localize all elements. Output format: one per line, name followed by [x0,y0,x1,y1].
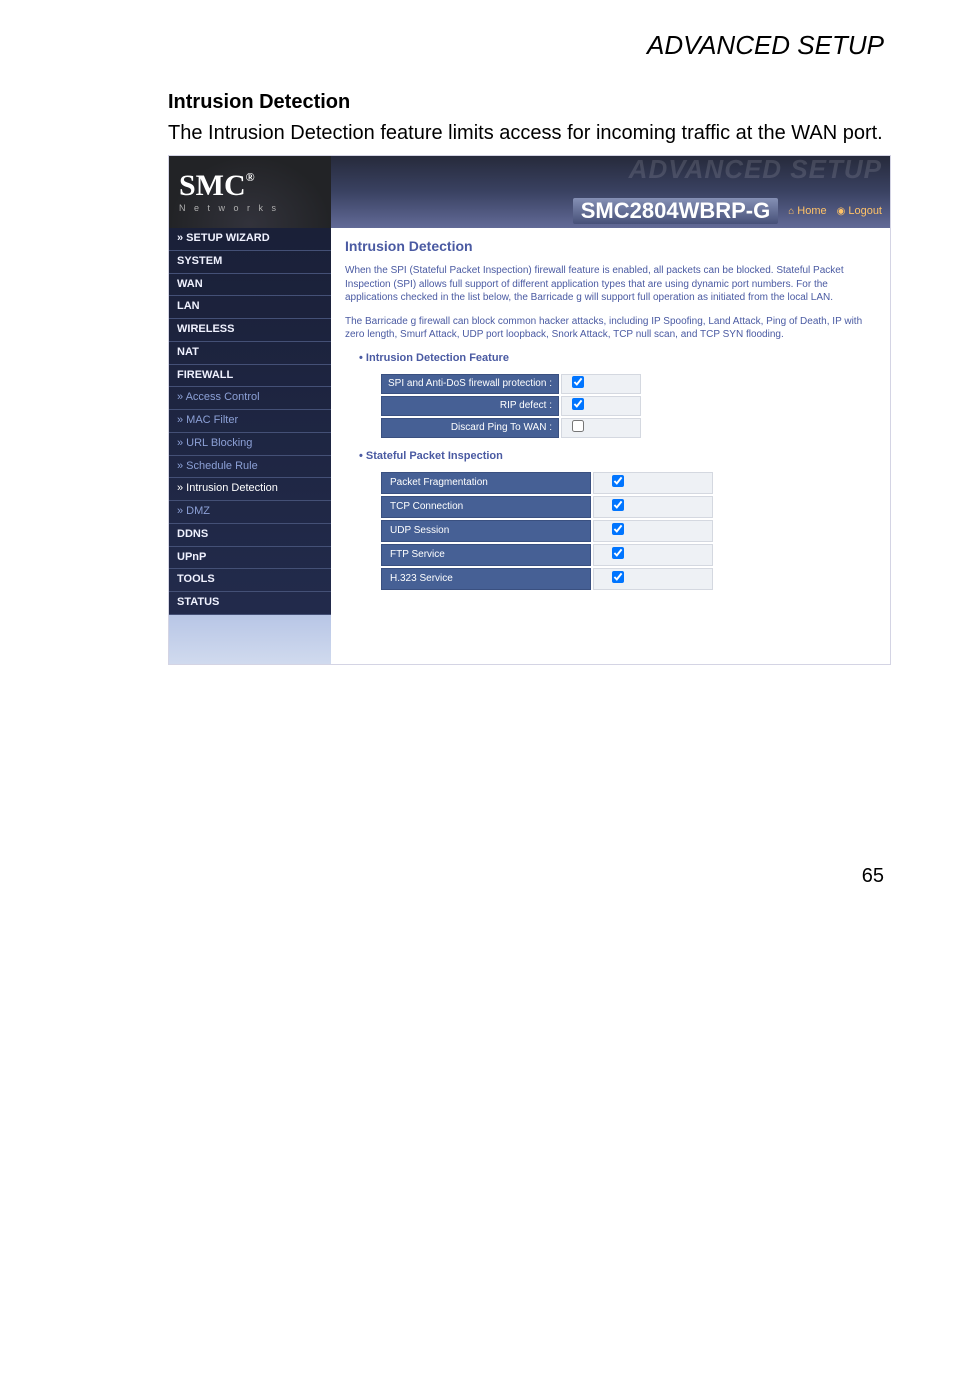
sidebar-item-firewall[interactable]: FIREWALL [169,365,331,388]
bullet-spi: Stateful Packet Inspection [359,450,876,462]
content-pane[interactable]: Intrusion Detection When the SPI (Statef… [331,228,890,664]
logo-cell: SMC® N e t w o r k s [169,156,331,228]
sidebar-item-upnp[interactable]: UPnP [169,547,331,570]
content-paragraph-2: The Barricade g firewall can block commo… [345,315,876,342]
sidebar-item-status[interactable]: STATUS [169,592,331,615]
section-title: Intrusion Detection [0,71,954,120]
content-title: Intrusion Detection [345,238,876,254]
table-row: Discard Ping To WAN : [381,418,641,438]
brand-subtext: N e t w o r k s [179,203,331,213]
sidebar-item-mac-filter[interactable]: » MAC Filter [169,410,331,433]
table-row: TCP Connection [381,496,713,518]
banner-ghost-text: ADVANCED SETUP [629,156,882,185]
banner: ADVANCED SETUP SMC2804WBRP-G ⌂Home ◉Logo… [331,156,890,228]
section-description: The Intrusion Detection feature limits a… [0,120,954,155]
sidebar-item-tools[interactable]: TOOLS [169,569,331,592]
sidebar-item-url-blocking[interactable]: » URL Blocking [169,433,331,456]
model-label: SMC2804WBRP-G [573,198,778,224]
page-header: ADVANCED SETUP [0,0,954,71]
table-row: UDP Session [381,520,713,542]
feature-row-label: Discard Ping To WAN : [381,418,559,438]
page-number: 65 [0,665,954,918]
sidebar-item-schedule-rule[interactable]: » Schedule Rule [169,456,331,479]
table-row: FTP Service [381,544,713,566]
sidebar-item-setup-wizard[interactable]: » SETUP WIZARD [169,228,331,251]
sidebar-item-ddns[interactable]: DDNS [169,524,331,547]
sidebar-item-system[interactable]: SYSTEM [169,251,331,274]
spi-row-label: Packet Fragmentation [381,472,591,494]
top-band: SMC® N e t w o r k s ADVANCED SETUP SMC2… [169,156,890,228]
table-row: RIP defect : [381,396,641,416]
logout-link[interactable]: ◉Logout [837,205,882,217]
home-icon: ⌂ [788,206,794,217]
rip-defect-checkbox[interactable] [572,398,584,410]
sidebar-item-access-control[interactable]: » Access Control [169,387,331,410]
discard-ping-checkbox[interactable] [572,420,584,432]
h323-service-checkbox[interactable] [612,571,624,583]
table-row: SPI and Anti-DoS firewall protection : [381,374,641,394]
router-screenshot: SMC® N e t w o r k s ADVANCED SETUP SMC2… [168,155,891,665]
table-row: H.323 Service [381,568,713,590]
feature-row-label: SPI and Anti-DoS firewall protection : [381,374,559,394]
packet-fragmentation-checkbox[interactable] [612,475,624,487]
spi-antidos-checkbox[interactable] [572,376,584,388]
sidebar-item-intrusion-detection[interactable]: » Intrusion Detection [169,478,331,501]
sidebar-item-dmz[interactable]: » DMZ [169,501,331,524]
sidebar-item-lan[interactable]: LAN [169,296,331,319]
spi-row-label: H.323 Service [381,568,591,590]
home-link-label: Home [797,205,826,217]
sidebar: » SETUP WIZARD SYSTEM WAN LAN WIRELESS N… [169,228,331,664]
content-paragraph-1: When the SPI (Stateful Packet Inspection… [345,264,876,305]
sidebar-item-wan[interactable]: WAN [169,274,331,297]
overflow-spacer [345,592,876,632]
tcp-connection-checkbox[interactable] [612,499,624,511]
logout-icon: ◉ [837,206,846,217]
sidebar-item-wireless[interactable]: WIRELESS [169,319,331,342]
feature-row-label: RIP defect : [381,396,559,416]
table-row: Packet Fragmentation [381,472,713,494]
spi-row-label: FTP Service [381,544,591,566]
bullet-intrusion-feature: Intrusion Detection Feature [359,352,876,364]
spi-row-label: TCP Connection [381,496,591,518]
brand-logo: SMC® [179,171,331,201]
home-link[interactable]: ⌂Home [788,205,826,217]
spi-row-label: UDP Session [381,520,591,542]
feature-table: SPI and Anti-DoS firewall protection : R… [379,372,643,440]
sidebar-filler [169,615,331,664]
udp-session-checkbox[interactable] [612,523,624,535]
spi-table: Packet Fragmentation TCP Connection UDP … [379,470,715,592]
sidebar-item-nat[interactable]: NAT [169,342,331,365]
logout-link-label: Logout [848,205,882,217]
ftp-service-checkbox[interactable] [612,547,624,559]
